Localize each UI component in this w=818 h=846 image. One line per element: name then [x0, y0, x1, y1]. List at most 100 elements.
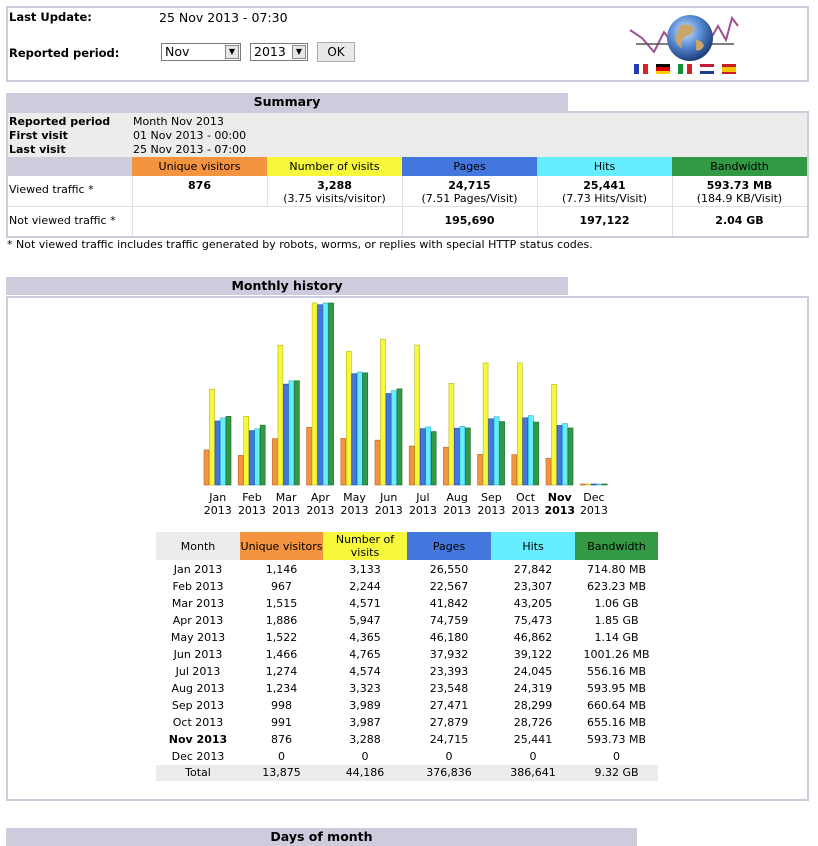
first-visit-label: First visit — [9, 129, 68, 142]
table-cell-pages: 23,548 — [429, 682, 469, 695]
table-cell-pages: 46,180 — [429, 631, 469, 644]
table-cell-visits: 4,765 — [349, 648, 381, 661]
bar-pages-jun — [385, 393, 392, 486]
fr-flag-icon[interactable] — [634, 64, 649, 74]
table-cell-unique: 1,886 — [265, 614, 298, 627]
bar-hits-mar — [288, 380, 295, 486]
table-cell-bw: 1.06 GB — [594, 597, 639, 610]
bar-hits-jun — [391, 390, 397, 486]
x-tick-year: 2013 — [238, 504, 266, 517]
table-cell-visits: 3,323 — [349, 682, 381, 695]
viewed-visits: 3,288 — [317, 179, 352, 192]
month-select[interactable]: Nov ▼ — [161, 43, 241, 61]
x-tick-month-jul: Jul — [415, 491, 429, 504]
monthly-col-bandwidth: Bandwidth — [575, 532, 658, 560]
table-cell-month: Jul 2013 — [175, 665, 221, 678]
table-cell-month: Nov 2013 — [168, 733, 228, 746]
bar-unique-visitors-jun — [374, 439, 381, 486]
bar-pages-apr — [317, 304, 323, 486]
x-tick-month-aug: Aug — [446, 491, 467, 504]
bar-number-of-visits-nov — [551, 384, 557, 486]
bar-unique-visitors-may — [340, 438, 347, 486]
de-flag-icon[interactable] — [656, 64, 670, 74]
table-cell-hits: 23,307 — [513, 580, 553, 593]
bar-bandwidth-jul — [430, 431, 437, 486]
table-cell-hits: 28,299 — [513, 699, 553, 712]
x-tick-year: 2013 — [375, 504, 403, 517]
bar-hits-aug — [459, 426, 466, 486]
year-select[interactable]: 2013 ▼ — [250, 43, 308, 61]
last-update-value: 25 Nov 2013 - 07:30 — [159, 10, 288, 25]
total-cell-month: Total — [185, 766, 211, 779]
bar-number-of-visits-apr — [311, 302, 318, 486]
table-cell-unique: 1,466 — [265, 648, 298, 661]
bar-number-of-visits-oct — [516, 362, 523, 486]
monthly-history-chart: Jan2013Feb2013Mar2013Apr2013May2013Jun20… — [203, 302, 608, 517]
table-cell-hits: 0 — [529, 750, 537, 763]
bar-bandwidth-mar — [294, 380, 300, 486]
bar-number-of-visits-aug — [448, 383, 455, 486]
reported-period-label: Reported period: — [9, 46, 120, 60]
table-cell-month: Apr 2013 — [172, 614, 224, 627]
viewed-hits-sub: (7.73 Hits/Visit) — [561, 192, 648, 205]
table-cell-visits: 4,365 — [349, 631, 381, 644]
x-tick-year: 2013 — [306, 504, 334, 517]
table-cell-bw: 623.23 MB — [586, 580, 647, 593]
x-tick-year: 2013 — [409, 504, 437, 517]
table-cell-visits: 4,571 — [349, 597, 381, 610]
bar-bandwidth-nov — [567, 427, 574, 486]
table-cell-hits: 75,473 — [513, 614, 553, 627]
table-cell-visits: 3,989 — [349, 699, 381, 712]
monthly-col-number-of-visits: Number of visits — [323, 532, 407, 560]
bar-hits-sep — [493, 416, 500, 486]
table-cell-visits: 0 — [361, 750, 369, 763]
table-cell-month: Jun 2013 — [173, 648, 223, 661]
bar-bandwidth-jun — [396, 388, 403, 486]
table-cell-visits: 3,987 — [349, 716, 381, 729]
viewed-traffic-label: Viewed traffic * — [9, 183, 94, 196]
x-tick-year: 2013 — [341, 504, 369, 517]
viewed-row — [8, 176, 807, 207]
total-cell-hits: 386,641 — [510, 766, 556, 779]
bar-pages-may — [351, 373, 358, 486]
bar-unique-visitors-feb — [237, 455, 244, 486]
bar-hits-jul — [425, 426, 432, 486]
table-cell-month: Dec 2013 — [171, 750, 225, 763]
x-tick-year: 2013 — [477, 504, 505, 517]
summary-panel: Reported period Month Nov 2013 First vis… — [6, 111, 809, 238]
bar-unique-visitors-jul — [408, 445, 415, 486]
bar-unique-visitors-sep — [477, 454, 483, 486]
table-cell-hits: 24,045 — [513, 665, 553, 678]
monthly-history-panel: Jan 2013 Feb 2013 Mar 2013 Apr 2013 May 2013 Jun 20… — [6, 296, 809, 801]
table-cell-unique: 0 — [278, 750, 285, 763]
last-visit-label: Last visit — [9, 143, 66, 156]
monthly-history-title: Monthly history — [6, 277, 568, 295]
ok-button[interactable]: OK — [317, 42, 355, 62]
col-unique-visitors: Unique visitors — [132, 157, 267, 176]
bar-unique-visitors-aug — [443, 446, 449, 486]
bar-pages-dec — [590, 483, 597, 486]
bar-unique-visitors-nov — [545, 457, 552, 486]
bar-pages-aug — [454, 427, 460, 486]
bar-bandwidth-jan — [225, 416, 232, 486]
table-cell-visits: 5,947 — [349, 614, 381, 627]
table-cell-visits: 2,244 — [349, 580, 381, 593]
es-flag-icon[interactable] — [722, 64, 736, 74]
table-cell-month: Aug 2013 — [171, 682, 225, 695]
bar-unique-visitors-dec — [579, 483, 586, 486]
summary-header-blank — [8, 157, 132, 176]
it-flag-icon[interactable] — [678, 64, 693, 74]
bar-number-of-visits-dec — [585, 483, 592, 486]
table-cell-unique: 876 — [271, 733, 292, 746]
table-cell-month: Jan 2013 — [173, 563, 223, 576]
nl-flag-icon[interactable] — [700, 64, 714, 74]
table-cell-pages: 0 — [445, 750, 453, 763]
table-cell-hits: 46,862 — [513, 631, 553, 644]
not-viewed-pages: 195,690 — [444, 214, 495, 227]
table-cell-pages: 23,393 — [429, 665, 469, 678]
table-cell-unique: 967 — [271, 580, 292, 593]
globe-logo-icon — [629, 15, 739, 61]
total-cell-bw: 9.32 GB — [594, 766, 639, 779]
bar-number-of-visits-mar — [277, 344, 284, 486]
chevron-down-icon: ▼ — [292, 45, 306, 59]
